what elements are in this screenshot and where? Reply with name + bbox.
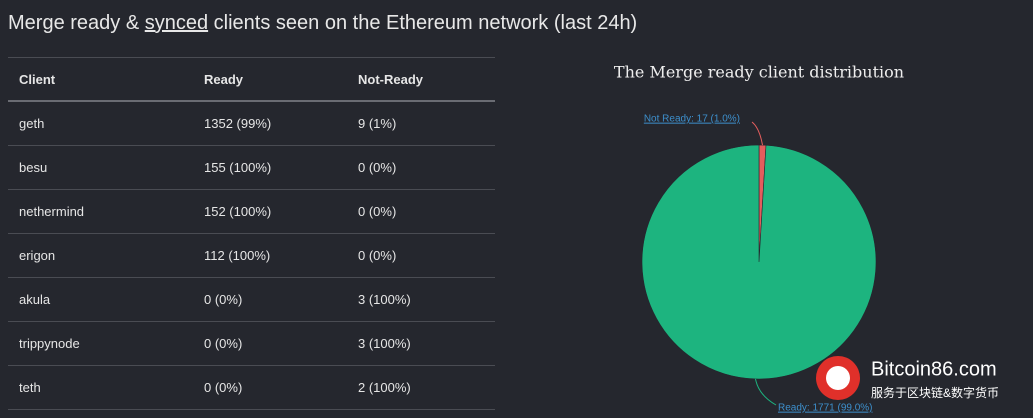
- heading: Merge ready & synced clients seen on the…: [8, 12, 637, 35]
- header-cell: Ready: [193, 57, 347, 102]
- pie-slice: [641, 144, 877, 380]
- cell-text: 3 (100%): [358, 292, 411, 307]
- header-row: Client Ready Not-Ready: [8, 57, 495, 102]
- table-cell: 0 (0%): [193, 321, 347, 366]
- table-cell: 112 (100%): [193, 233, 347, 278]
- label-line: [755, 378, 777, 406]
- cell-text: 0 (0%): [204, 336, 243, 351]
- table-cell: nethermind: [8, 189, 193, 234]
- table-cell: teth: [8, 365, 193, 410]
- header-cell: Not-Ready: [347, 57, 495, 102]
- client-table: Client Ready Not-Ready geth 1352 (99%) 9 (1%)…: [8, 57, 495, 410]
- table-cell: 0 (0%): [193, 365, 347, 410]
- heading-link[interactable]: synced: [144, 12, 209, 34]
- table-cell: 152 (100%): [193, 189, 347, 234]
- label-line: [751, 121, 763, 146]
- table-cell: 1352 (99%): [193, 101, 347, 146]
- table-cell: besu: [8, 145, 193, 190]
- watermark-tagline: 服务于区块链&数字货币: [871, 385, 999, 400]
- heading-text: Merge ready &: [8, 12, 145, 34]
- table-cell: akula: [8, 277, 193, 322]
- table-cell: 0 (0%): [347, 145, 495, 190]
- cell-text: 112 (100%): [204, 248, 271, 263]
- table-cell: geth: [8, 101, 193, 146]
- cell-text: 0 (0%): [358, 248, 397, 263]
- table-cell: 0 (0%): [347, 233, 495, 278]
- table-cell: 3 (100%): [347, 321, 495, 366]
- cell-text: 0 (0%): [358, 160, 397, 175]
- table-row: teth 0 (0%) 2 (100%): [8, 365, 495, 410]
- header-cell: Client: [8, 57, 193, 102]
- cell-text: geth: [19, 116, 45, 131]
- slice-label: Ready: 1771 (99.0%): [778, 403, 873, 414]
- table-row: geth 1352 (99%) 9 (1%): [8, 101, 495, 146]
- cell-text: 3 (100%): [358, 336, 411, 351]
- cell-text: 152 (100%): [204, 204, 272, 219]
- heading-text: clients seen on the Ethereum network (la…: [208, 12, 638, 34]
- table-row: erigon 112 (100%) 0 (0%): [8, 233, 495, 278]
- cell-text: 9 (1%): [358, 116, 397, 131]
- cell-text: teth: [19, 380, 41, 395]
- table-row: besu 155 (100%) 0 (0%): [8, 145, 495, 190]
- chart-title: The Merge ready client distribution: [614, 63, 904, 82]
- cell-text: trippynode: [19, 336, 80, 351]
- table-cell: 0 (0%): [347, 189, 495, 234]
- table-cell: 3 (100%): [347, 277, 495, 322]
- table-row: akula 0 (0%) 3 (100%): [8, 277, 495, 322]
- cell-text: 0 (0%): [204, 292, 243, 307]
- cell-text: 155 (100%): [204, 160, 272, 175]
- cell-text: 1352 (99%): [204, 116, 272, 131]
- cell-text: erigon: [19, 248, 56, 263]
- slice-label: Not Ready: 17 (1.0%): [644, 114, 740, 125]
- logo-inner: [826, 366, 850, 390]
- table-row: trippynode 0 (0%) 3 (100%): [8, 321, 495, 366]
- cell-text: 2 (100%): [358, 380, 411, 395]
- table-cell: 155 (100%): [193, 145, 347, 190]
- cell-text: nethermind: [19, 204, 85, 219]
- cell-text: 0 (0%): [204, 380, 243, 395]
- table-cell: 9 (1%): [347, 101, 495, 146]
- watermark-site: Bitcoin86.com: [871, 358, 997, 380]
- table-cell: erigon: [8, 233, 193, 278]
- table-cell: 0 (0%): [193, 277, 347, 322]
- table-cell: trippynode: [8, 321, 193, 366]
- cell-text: besu: [19, 160, 48, 175]
- table-row: nethermind 152 (100%) 0 (0%): [8, 189, 495, 234]
- cell-text: 0 (0%): [358, 204, 397, 219]
- table-cell: 2 (100%): [347, 365, 495, 410]
- cell-text: akula: [19, 292, 51, 307]
